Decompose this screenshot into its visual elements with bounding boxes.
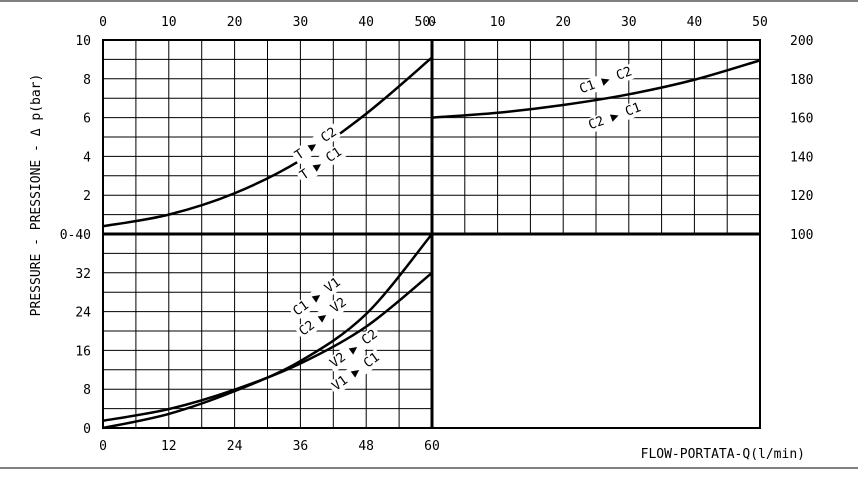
annotation-bg (584, 99, 646, 134)
x-tick-label: 50- (415, 15, 438, 30)
x-tick-label: 50 (752, 15, 768, 30)
annotation-bg (575, 63, 637, 98)
x-axis-label: FLOW-PORTATA-Q(l/min) (641, 447, 805, 462)
annotation-bg (290, 123, 342, 165)
y-tick-label: 8 (83, 383, 91, 398)
y-tick-label: 200 (790, 34, 813, 49)
annotation-label: C1 ▶ C2 (577, 64, 634, 97)
annotation-bg (325, 325, 383, 373)
y-tick-label: 100 (790, 228, 813, 243)
y-axis-label: PRESSURE - PRESSIONE - Δ p(bar) (29, 74, 44, 317)
y-tick-label: 160 (790, 112, 813, 127)
series-curve (102, 271, 433, 422)
y-tick-label: 24 (75, 306, 91, 321)
x-tick-label: 24 (227, 439, 243, 454)
x-tick-label: 20 (227, 15, 243, 30)
y-tick-label: 140 (790, 150, 813, 165)
x-tick-label: 30 (293, 15, 309, 30)
y-tick-label: 16 (75, 344, 91, 359)
annotation-bg (294, 293, 352, 341)
y-tick-label: 0-40 (60, 228, 91, 243)
y-tick-label: 10 (75, 34, 91, 49)
y-tick-label: 0 (83, 422, 91, 437)
y-tick-label: 8 (83, 73, 91, 88)
x-tick-label: 10 (490, 15, 506, 30)
y-tick-label: 6 (83, 112, 91, 127)
y-tick-label: 4 (83, 150, 91, 165)
x-tick-label: 0 (99, 439, 107, 454)
y-tick-label: 180 (790, 73, 813, 88)
series-curve (102, 56, 433, 228)
x-tick-label: 12 (161, 439, 177, 454)
y-tick-label: 120 (790, 189, 813, 204)
annotation-label: C2 ▶ C1 (586, 100, 643, 133)
x-tick-label: 48 (358, 439, 374, 454)
x-tick-label: 0 (428, 15, 436, 30)
x-tick-label: 20 (555, 15, 571, 30)
y-tick-label: 32 (75, 267, 91, 282)
annotation-bg (327, 348, 385, 396)
x-tick-label: 40 (358, 15, 374, 30)
curves (102, 56, 761, 430)
x-tick-label: 36 (293, 439, 309, 454)
x-tick-label: 40 (687, 15, 703, 30)
curve-annotation: C2 ▶ C1 (584, 99, 646, 134)
y-tick-label: 2 (83, 189, 91, 204)
curve-annotation: C1 ▶ C2 (575, 63, 637, 98)
x-tick-label: 10 (161, 15, 177, 30)
annotation-bg (288, 273, 346, 321)
x-tick-label: 60 (424, 439, 440, 454)
x-tick-label: 0 (99, 15, 107, 30)
grid (103, 40, 760, 428)
annotation-bg (295, 143, 347, 185)
x-tick-label: 30 (621, 15, 637, 30)
series-curve (431, 59, 761, 119)
